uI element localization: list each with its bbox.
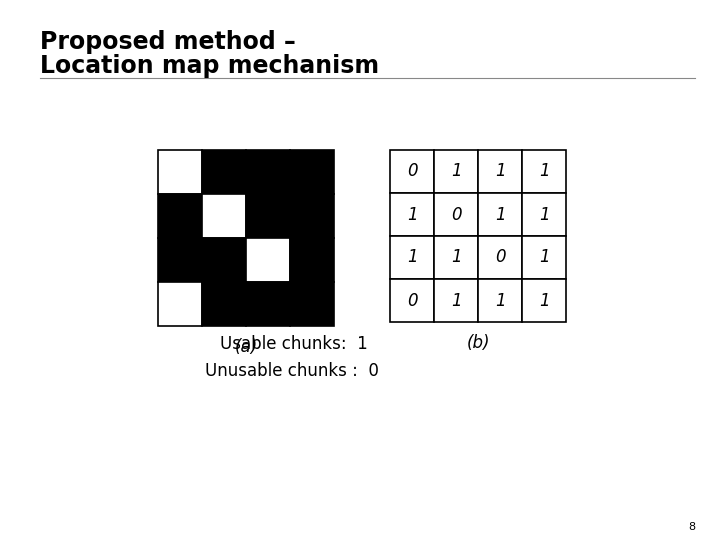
Bar — [158, 282, 202, 326]
Bar — [434, 236, 478, 279]
Text: 1: 1 — [495, 206, 505, 224]
Text: 1: 1 — [451, 292, 462, 309]
Text: 1: 1 — [495, 292, 505, 309]
Text: 1: 1 — [451, 163, 462, 180]
Text: 1: 1 — [407, 206, 418, 224]
Bar — [390, 150, 434, 193]
Text: Location map mechanism: Location map mechanism — [40, 54, 379, 78]
Bar — [522, 150, 566, 193]
Text: Proposed method –: Proposed method – — [40, 30, 296, 54]
Text: (b): (b) — [467, 334, 490, 352]
Bar — [290, 150, 334, 194]
Bar — [290, 238, 334, 282]
Text: 0: 0 — [495, 248, 505, 267]
Bar — [522, 279, 566, 322]
Text: 0: 0 — [407, 292, 418, 309]
Text: 0: 0 — [451, 206, 462, 224]
Bar — [434, 193, 478, 236]
Text: 1: 1 — [495, 163, 505, 180]
Text: 8: 8 — [688, 522, 695, 532]
Text: 1: 1 — [539, 292, 549, 309]
Text: 1: 1 — [539, 163, 549, 180]
Bar — [290, 194, 334, 238]
Text: (a): (a) — [235, 338, 258, 356]
Bar — [434, 150, 478, 193]
Bar — [478, 279, 522, 322]
Bar — [202, 150, 246, 194]
Bar — [390, 236, 434, 279]
Bar — [246, 194, 290, 238]
Text: 1: 1 — [539, 206, 549, 224]
Bar — [290, 282, 334, 326]
Text: 1: 1 — [451, 248, 462, 267]
Text: Unusable chunks :  0: Unusable chunks : 0 — [205, 362, 379, 380]
Text: 1: 1 — [407, 248, 418, 267]
Bar — [158, 238, 202, 282]
Text: 0: 0 — [407, 163, 418, 180]
Bar — [390, 279, 434, 322]
Bar — [434, 279, 478, 322]
Text: 1: 1 — [539, 248, 549, 267]
Text: Usable chunks:  1: Usable chunks: 1 — [220, 335, 368, 353]
Bar — [246, 238, 290, 282]
Bar — [202, 194, 246, 238]
Bar — [478, 150, 522, 193]
Bar — [202, 282, 246, 326]
Bar — [158, 150, 202, 194]
Bar — [522, 193, 566, 236]
Bar — [246, 282, 290, 326]
Bar — [478, 193, 522, 236]
Bar — [478, 236, 522, 279]
Bar — [158, 194, 202, 238]
Bar — [246, 150, 290, 194]
Bar — [202, 238, 246, 282]
Bar — [390, 193, 434, 236]
Bar — [522, 236, 566, 279]
